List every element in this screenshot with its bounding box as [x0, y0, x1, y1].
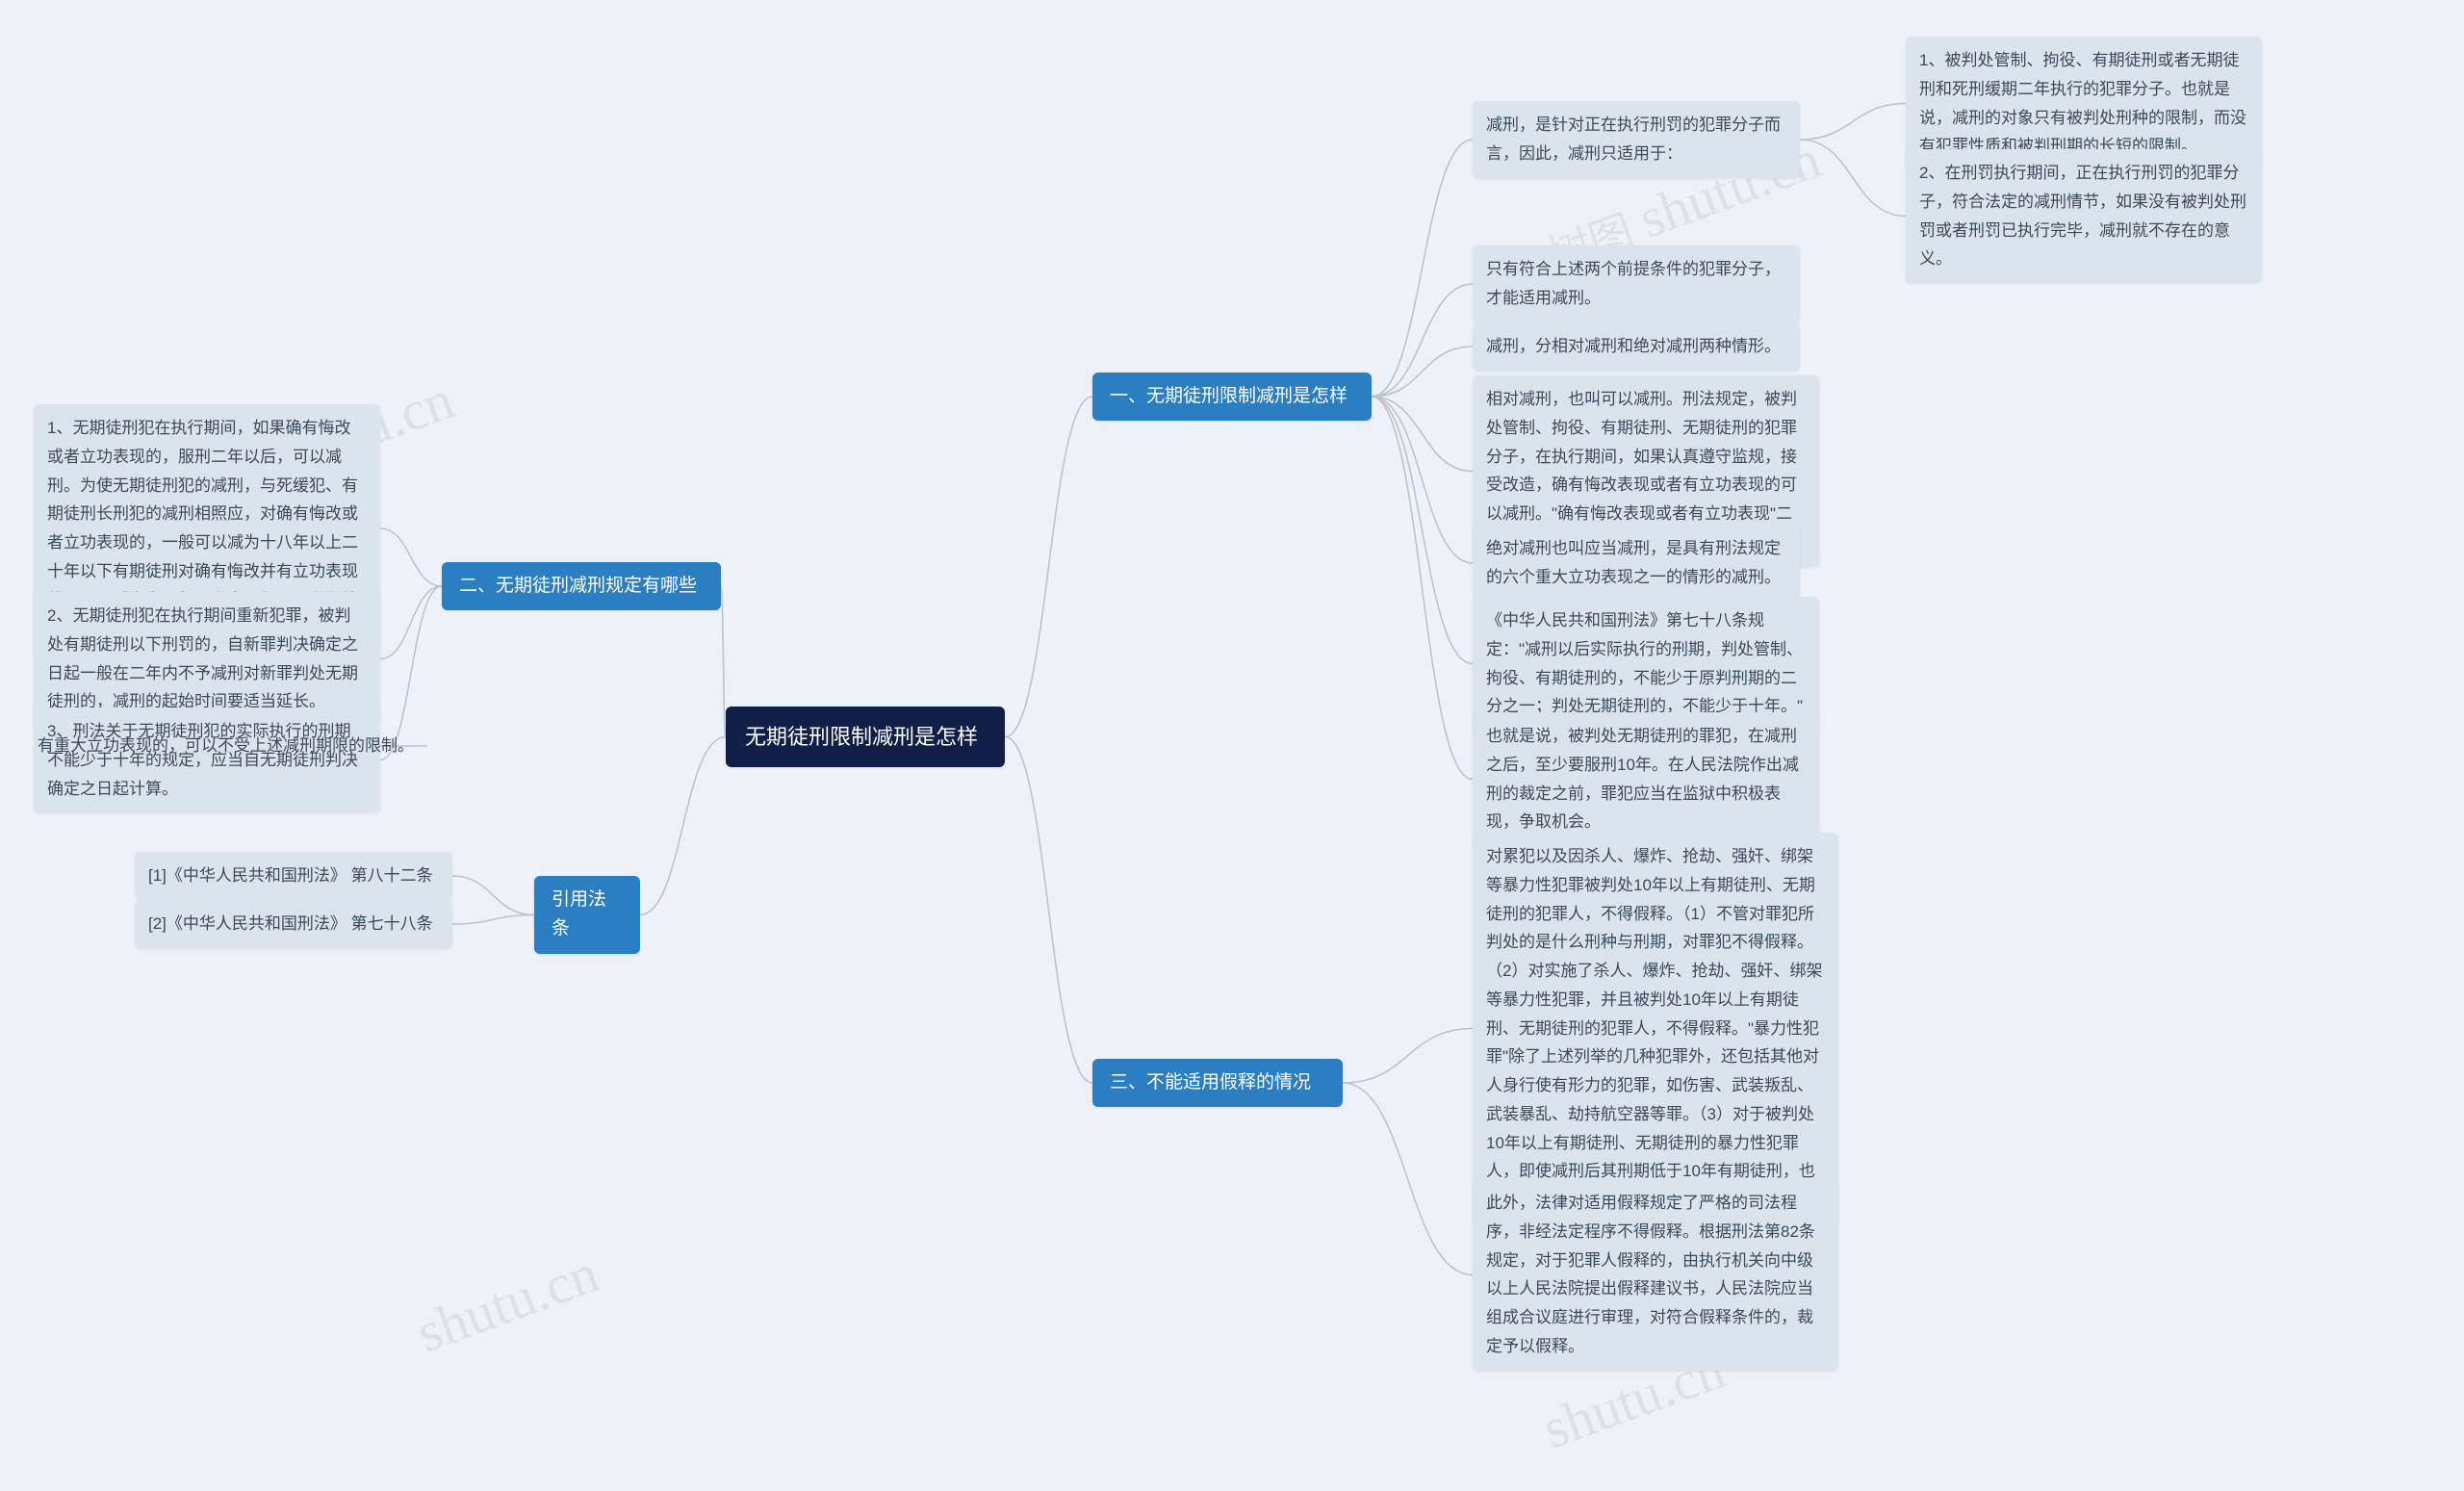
connector [380, 528, 442, 586]
leaf-node: [2]《中华人民共和国刑法》 第七十八条 [135, 900, 452, 948]
connector [1005, 737, 1092, 1084]
leaf-node: 《中华人民共和国刑法》第七十八条规定："减刑以后实际执行的刑期，判处管制、拘役、… [1473, 597, 1819, 731]
branch-node: 二、无期徒刑减刑规定有哪些 [442, 562, 721, 610]
connector [640, 737, 726, 915]
connector [1372, 347, 1473, 397]
branch-node: 引用法条 [534, 876, 640, 954]
connector [452, 876, 534, 915]
connector [1372, 397, 1473, 664]
leaf-node: 减刑，是针对正在执行刑罚的犯罪分子而言，因此，减刑只适用于： [1473, 101, 1800, 178]
leaf-node: 有重大立功表现的，可以不受上述减刑期限的限制。 [24, 722, 427, 770]
leaf-node: 2、在刑罚执行期间，正在执行刑罚的犯罪分子，符合法定的减刑情节，如果没有被判处刑… [1906, 149, 2262, 283]
branch-node: 一、无期徒刑限制减刑是怎样 [1092, 373, 1372, 421]
leaf-node: 减刑，分相对减刑和绝对减刑两种情形。 [1473, 322, 1800, 371]
connector [1372, 397, 1473, 563]
watermark: shutu.cn [408, 1241, 606, 1366]
connector [1372, 284, 1473, 397]
branch-node: 三、不能适用假释的情况 [1092, 1059, 1343, 1107]
connector [1372, 397, 1473, 780]
leaf-node: 对累犯以及因杀人、爆炸、抢劫、强奸、绑架等暴力性犯罪被判处10年以上有期徒刑、无… [1473, 833, 1838, 1224]
root-node: 无期徒刑限制减刑是怎样 [726, 707, 1005, 767]
connector [380, 586, 442, 659]
connector [1343, 1083, 1473, 1275]
leaf-node: 2、无期徒刑犯在执行期间重新犯罪，被判处有期徒刑以下刑罚的，自新罪判决确定之日起… [34, 592, 380, 726]
connector [1005, 397, 1092, 737]
connector [1372, 397, 1473, 472]
connector [452, 915, 534, 925]
leaf-node: [1]《中华人民共和国刑法》 第八十二条 [135, 852, 452, 900]
leaf-node: 绝对减刑也叫应当减刑，是具有刑法规定的六个重大立功表现之一的情形的减刑。 [1473, 525, 1800, 602]
leaf-node: 此外，法律对适用假释规定了严格的司法程序，非经法定程序不得假释。根据刑法第82条… [1473, 1179, 1838, 1371]
connector [1372, 140, 1473, 397]
leaf-node: 只有符合上述两个前提条件的犯罪分子，才能适用减刑。 [1473, 245, 1800, 322]
leaf-node: 也就是说，被判处无期徒刑的罪犯，在减刑之后，至少要服刑10年。在人民法院作出减刑… [1473, 712, 1819, 846]
connector [1800, 140, 1906, 217]
connector [1343, 1029, 1473, 1084]
connector [1800, 104, 1906, 141]
